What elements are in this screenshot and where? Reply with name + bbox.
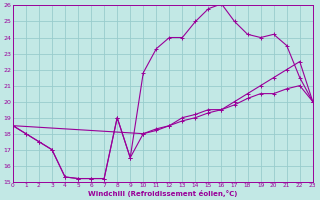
X-axis label: Windchill (Refroidissement éolien,°C): Windchill (Refroidissement éolien,°C)	[88, 190, 237, 197]
